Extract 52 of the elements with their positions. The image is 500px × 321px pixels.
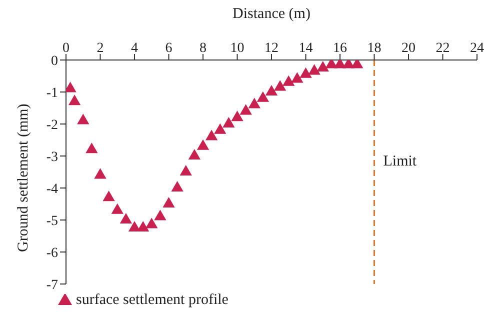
x-tick-label: 0 xyxy=(62,41,70,56)
y-tick-label: -4 xyxy=(46,182,58,197)
point xyxy=(154,210,166,220)
point xyxy=(248,98,260,108)
point xyxy=(205,130,218,140)
point xyxy=(222,116,235,128)
point xyxy=(68,94,81,106)
y-tick-label: -6 xyxy=(46,246,58,261)
y-tick-label: -3 xyxy=(46,150,58,165)
point xyxy=(196,139,210,150)
x-tick-label: 18 xyxy=(367,41,382,56)
x-tick-label: 14 xyxy=(298,41,313,56)
point xyxy=(188,148,201,160)
y-tick-label: -7 xyxy=(46,278,58,293)
legend-label: surface settlement profile xyxy=(76,292,228,308)
y-tick-label: 0 xyxy=(51,54,58,69)
point xyxy=(316,60,329,72)
point xyxy=(265,84,278,96)
y-tick-label: -1 xyxy=(46,86,58,101)
point xyxy=(94,168,106,179)
x-tick-label: 8 xyxy=(200,41,206,56)
point xyxy=(214,123,226,134)
x-tick-label: 20 xyxy=(402,41,416,56)
y-tick-label: -2 xyxy=(46,118,58,133)
y-tick-label: -5 xyxy=(46,214,58,229)
point xyxy=(256,91,270,102)
point xyxy=(300,67,312,78)
point xyxy=(102,190,115,202)
point xyxy=(111,203,124,214)
point xyxy=(231,110,244,122)
point xyxy=(146,218,158,228)
x-tick-label: 6 xyxy=(165,41,172,56)
point xyxy=(180,164,192,176)
point xyxy=(86,142,98,154)
point xyxy=(291,72,304,83)
point xyxy=(308,64,320,75)
point xyxy=(282,75,295,86)
point xyxy=(274,80,286,91)
point xyxy=(120,212,132,224)
ref-line-label: Limit xyxy=(383,154,418,170)
x-tick-label: 16 xyxy=(333,41,347,56)
x-tick-label: 12 xyxy=(264,41,278,56)
point xyxy=(171,180,184,192)
point xyxy=(162,196,175,208)
x-tick-label: 24 xyxy=(470,41,484,56)
y-axis-title: Ground settlement (mm) xyxy=(15,104,32,252)
x-tick-label: 10 xyxy=(230,41,244,56)
point xyxy=(77,114,90,124)
x-tick-label: 4 xyxy=(131,41,138,56)
x-tick-label: 2 xyxy=(96,41,104,56)
x-tick-label: 22 xyxy=(436,41,450,56)
point xyxy=(240,104,252,115)
